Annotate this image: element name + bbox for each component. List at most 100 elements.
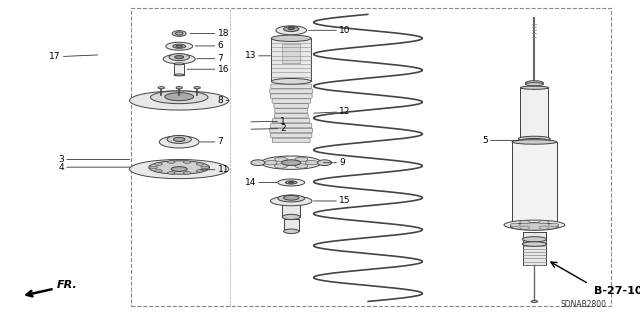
Ellipse shape <box>261 156 321 169</box>
Ellipse shape <box>176 45 182 47</box>
Ellipse shape <box>149 161 210 174</box>
Ellipse shape <box>271 78 311 84</box>
Ellipse shape <box>175 56 184 59</box>
Ellipse shape <box>284 26 299 32</box>
Text: 2: 2 <box>251 124 286 133</box>
Ellipse shape <box>163 54 195 64</box>
Bar <box>174 64 184 75</box>
FancyBboxPatch shape <box>275 108 308 113</box>
Ellipse shape <box>525 83 543 86</box>
Ellipse shape <box>295 164 308 168</box>
Text: B-27-10: B-27-10 <box>594 286 640 295</box>
FancyBboxPatch shape <box>273 118 310 123</box>
Ellipse shape <box>295 157 308 162</box>
Text: 6: 6 <box>195 41 223 50</box>
Text: 17: 17 <box>49 52 98 61</box>
Ellipse shape <box>288 27 294 30</box>
FancyBboxPatch shape <box>270 94 312 98</box>
Ellipse shape <box>275 157 287 162</box>
Ellipse shape <box>504 220 564 230</box>
Text: 7: 7 <box>200 137 223 146</box>
Ellipse shape <box>285 181 297 184</box>
Text: 18: 18 <box>190 29 229 38</box>
Ellipse shape <box>278 195 305 202</box>
Ellipse shape <box>173 137 185 142</box>
Ellipse shape <box>159 136 199 148</box>
Bar <box>523 232 546 265</box>
Ellipse shape <box>510 223 520 226</box>
FancyBboxPatch shape <box>273 138 310 143</box>
Text: FR.: FR. <box>56 280 77 290</box>
Ellipse shape <box>539 220 549 224</box>
Ellipse shape <box>518 136 550 141</box>
Ellipse shape <box>176 86 182 89</box>
Ellipse shape <box>172 167 188 172</box>
Ellipse shape <box>289 182 294 183</box>
Ellipse shape <box>168 161 175 163</box>
Ellipse shape <box>271 35 311 41</box>
Text: 14: 14 <box>244 178 277 187</box>
Bar <box>512 142 557 225</box>
Ellipse shape <box>183 172 191 174</box>
Ellipse shape <box>168 172 175 174</box>
Ellipse shape <box>511 223 558 230</box>
FancyBboxPatch shape <box>271 123 312 128</box>
Ellipse shape <box>520 86 548 89</box>
Ellipse shape <box>512 140 557 144</box>
Ellipse shape <box>251 160 265 166</box>
Ellipse shape <box>201 166 209 169</box>
Bar <box>131 8 611 306</box>
Ellipse shape <box>175 32 183 35</box>
Text: 11: 11 <box>200 165 229 174</box>
Ellipse shape <box>194 86 200 89</box>
Ellipse shape <box>196 163 204 165</box>
Text: 15: 15 <box>314 197 351 205</box>
FancyBboxPatch shape <box>271 84 312 88</box>
Ellipse shape <box>282 214 300 219</box>
Ellipse shape <box>196 170 204 172</box>
Ellipse shape <box>284 195 299 200</box>
Ellipse shape <box>172 31 186 36</box>
Ellipse shape <box>317 160 332 166</box>
Text: SDNAB2800: SDNAB2800 <box>561 300 607 309</box>
Text: 5: 5 <box>482 136 519 145</box>
Text: 10: 10 <box>308 26 351 35</box>
Text: 4: 4 <box>58 163 130 172</box>
Ellipse shape <box>174 63 184 65</box>
Ellipse shape <box>305 160 318 165</box>
Ellipse shape <box>165 93 194 101</box>
Ellipse shape <box>282 160 301 166</box>
Ellipse shape <box>167 135 191 144</box>
Ellipse shape <box>284 229 299 234</box>
Bar <box>520 88 548 140</box>
Bar <box>271 38 311 81</box>
Text: 12: 12 <box>314 107 351 116</box>
Text: 7: 7 <box>196 54 223 63</box>
Ellipse shape <box>539 226 549 229</box>
Ellipse shape <box>525 81 543 85</box>
Ellipse shape <box>169 54 189 61</box>
Ellipse shape <box>520 226 530 229</box>
Bar <box>282 204 300 217</box>
FancyBboxPatch shape <box>272 99 310 103</box>
Ellipse shape <box>270 196 312 206</box>
Text: 9: 9 <box>323 158 345 167</box>
FancyBboxPatch shape <box>274 104 308 108</box>
Text: 8: 8 <box>218 96 229 105</box>
Ellipse shape <box>150 166 157 169</box>
Ellipse shape <box>183 161 191 163</box>
FancyBboxPatch shape <box>275 114 308 118</box>
Bar <box>282 44 300 63</box>
Ellipse shape <box>522 237 547 242</box>
Bar <box>284 219 299 231</box>
FancyBboxPatch shape <box>271 133 312 138</box>
Text: 1: 1 <box>251 117 286 126</box>
Ellipse shape <box>174 74 184 76</box>
Ellipse shape <box>166 42 193 50</box>
Text: 3: 3 <box>58 155 130 164</box>
Ellipse shape <box>130 160 229 179</box>
Text: 13: 13 <box>244 51 271 60</box>
Ellipse shape <box>130 91 229 110</box>
FancyBboxPatch shape <box>270 89 312 93</box>
Ellipse shape <box>158 86 164 89</box>
